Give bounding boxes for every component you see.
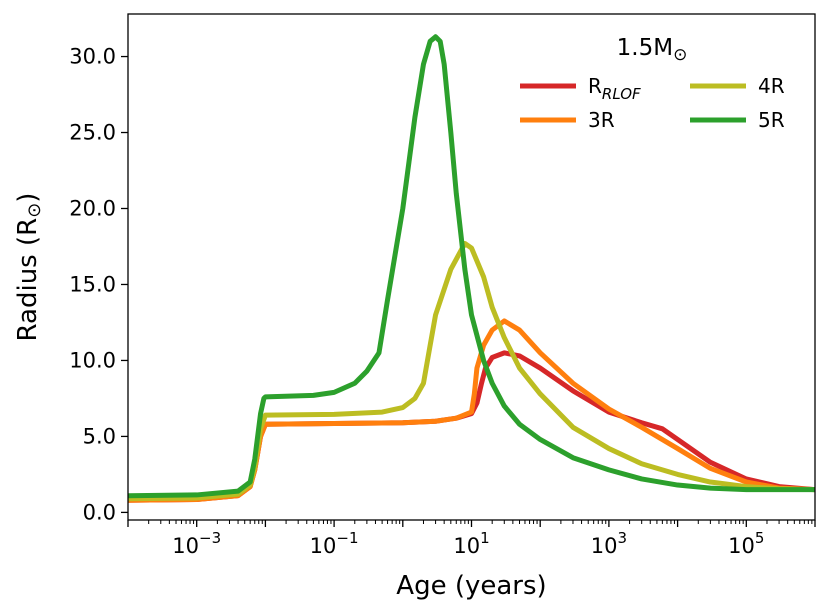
y-axis-label-text: Radius (R	[13, 218, 43, 342]
legend-title-symbol: ⊙	[673, 45, 687, 65]
legend-label: RRLOF	[588, 74, 641, 103]
x-tick-label: 103	[591, 529, 627, 558]
legend-label: 4R	[758, 74, 785, 98]
x-axis: 10−3 10−1 101 103 105	[127, 520, 816, 558]
x-tick-label: 10−3	[172, 529, 221, 558]
series-line-4	[128, 34, 815, 499]
series-line-2	[128, 318, 815, 503]
legend: 1.5M⊙ RRLOF 3R 4R 5R	[520, 35, 785, 132]
x-tick-label: 10−1	[310, 529, 359, 558]
legend-label: 3R	[588, 108, 615, 132]
y-tick-label: 5.0	[83, 424, 116, 448]
y-axis-label: Radius (R⊙)	[13, 193, 45, 342]
x-axis-label: Age (years)	[396, 571, 546, 601]
y-axis: 0.0 5.0 10.0 15.0 20.0 25.0 30.0	[69, 45, 128, 524]
y-tick-label: 10.0	[69, 348, 116, 372]
y-tick-label: 20.0	[69, 196, 116, 220]
y-tick-label: 25.0	[69, 121, 116, 145]
y-tick-label: 15.0	[69, 272, 116, 296]
series-layer	[128, 34, 815, 503]
plot-frame	[127, 13, 816, 521]
series-line-1	[128, 350, 815, 503]
x-tick-label: 101	[453, 529, 489, 558]
x-tick-label: 105	[728, 529, 764, 558]
y-tick-label: 0.0	[83, 500, 116, 524]
y-axis-label-close: )	[13, 193, 43, 203]
legend-items: RRLOF 3R 4R 5R	[520, 74, 785, 132]
legend-label: 5R	[758, 108, 785, 132]
y-tick-label: 30.0	[69, 45, 116, 69]
legend-title-text: 1.5M	[617, 35, 673, 61]
y-axis-label-symbol: ⊙	[24, 203, 45, 218]
legend-title: 1.5M⊙	[617, 35, 688, 65]
